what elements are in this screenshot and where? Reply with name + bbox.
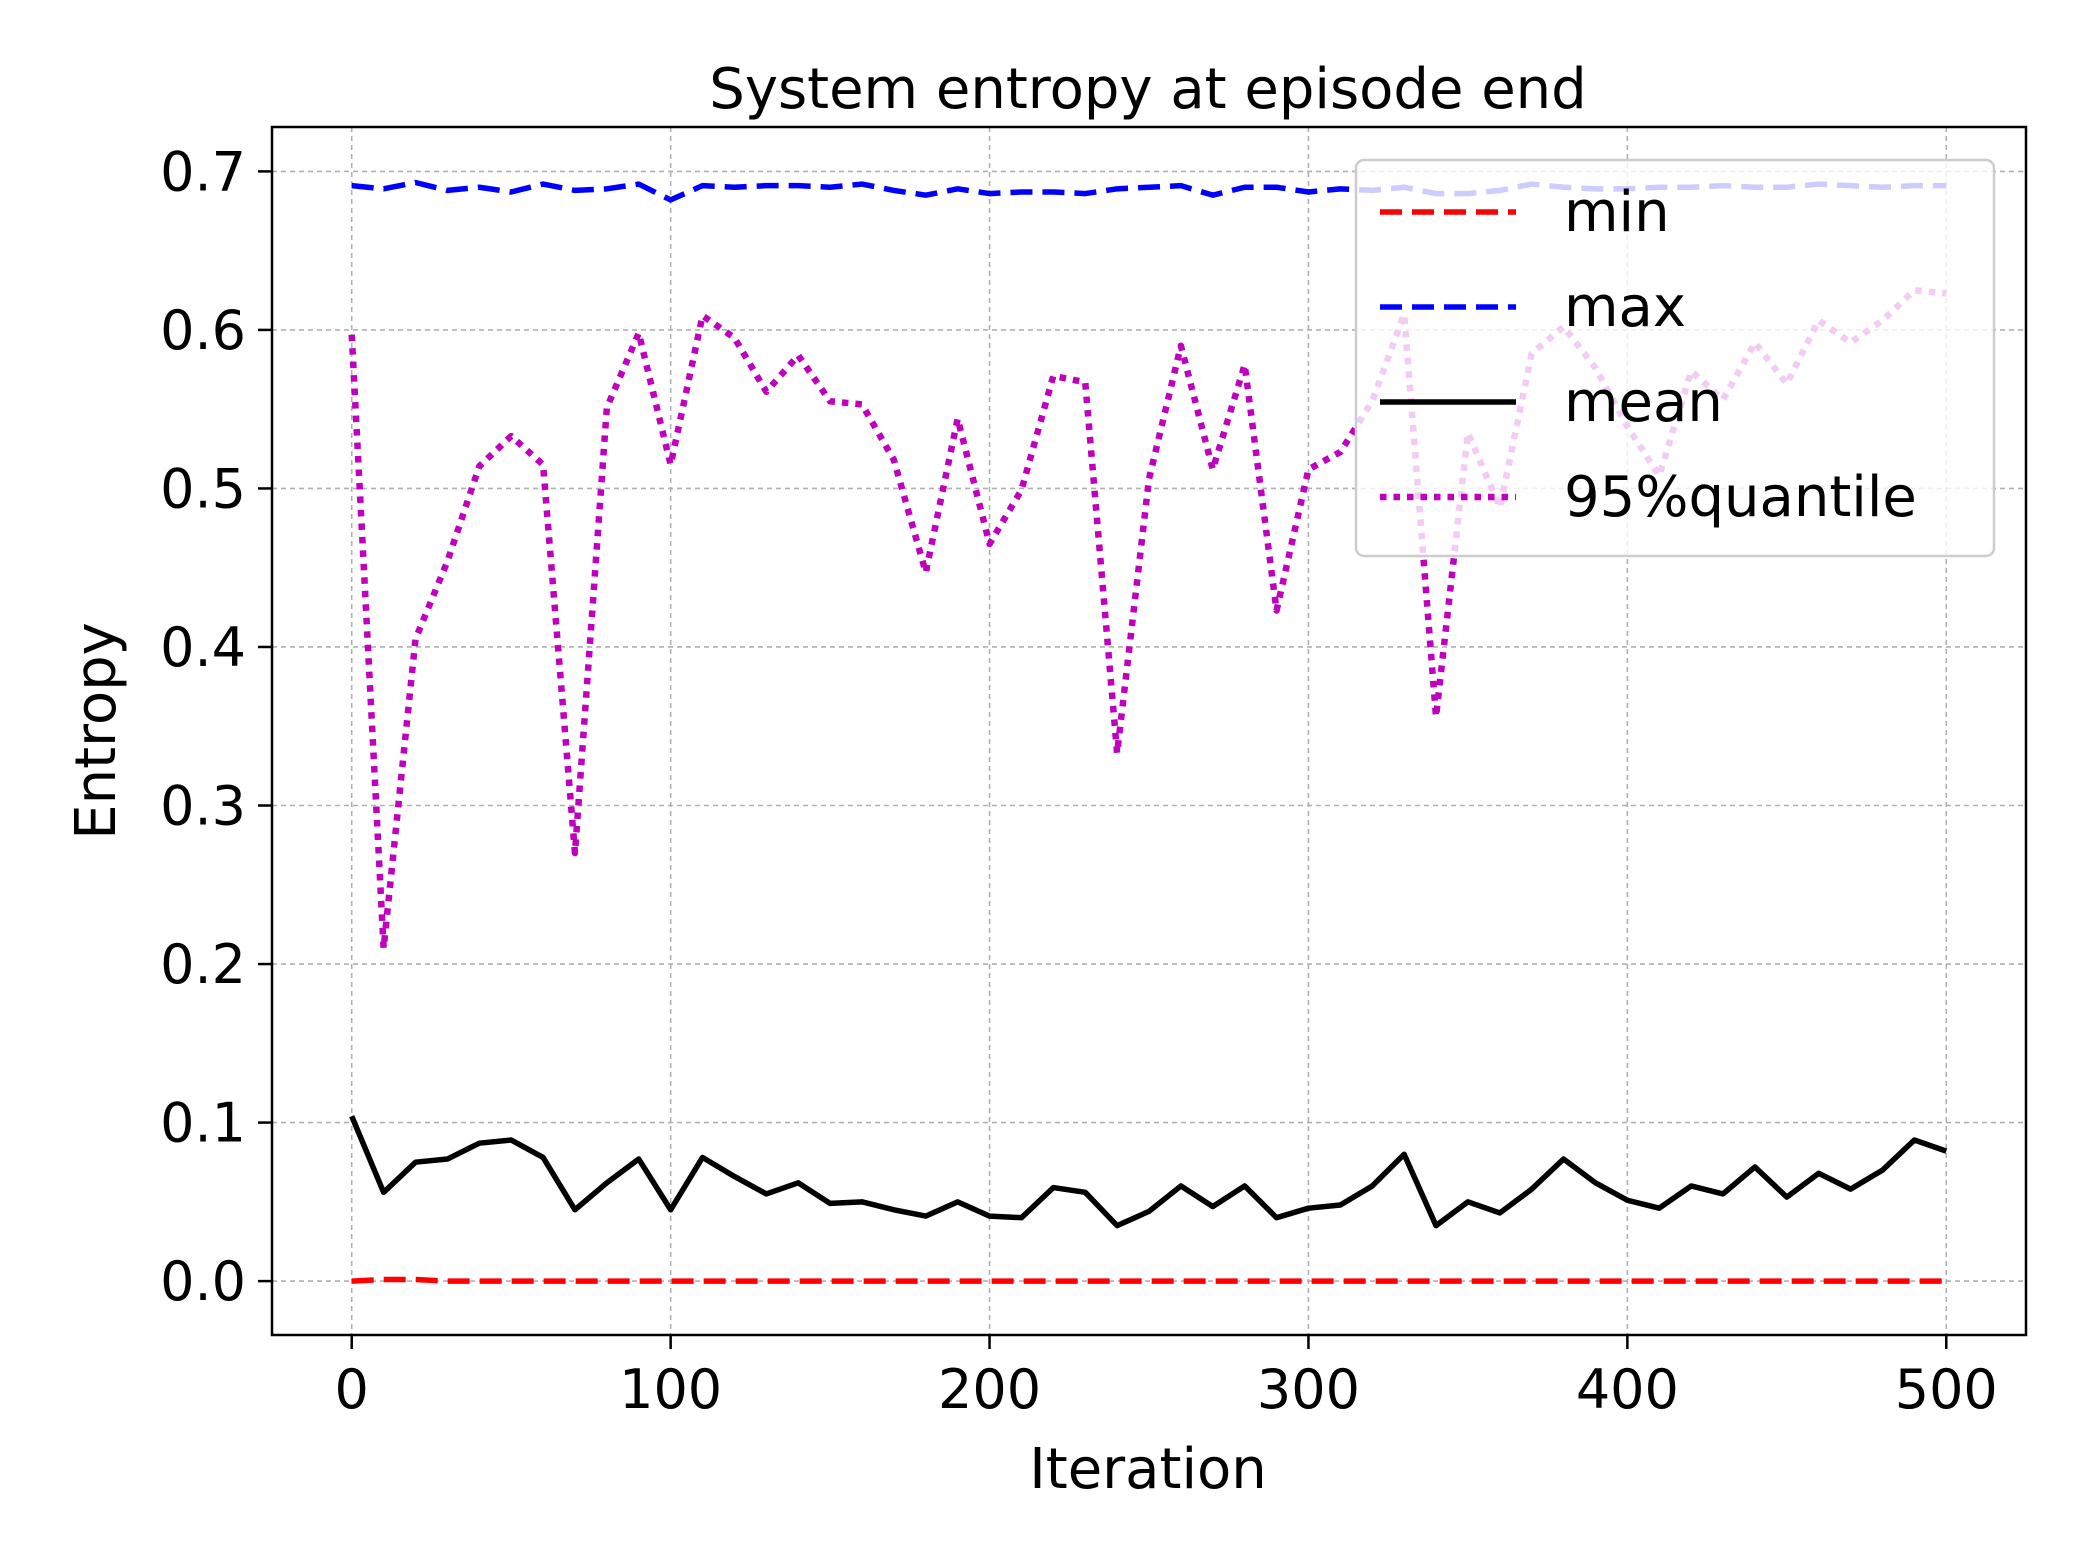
- x-tick-label: 100: [619, 1358, 722, 1421]
- y-axis-ticks: 0.0 0.1 0.2 0.3 0.4 0.5 0.6 0.7: [160, 140, 272, 1313]
- chart-title: System entropy at episode end: [709, 57, 1586, 122]
- x-tick-label: 0: [335, 1358, 369, 1421]
- x-tick-label: 400: [1576, 1358, 1679, 1421]
- legend-label: min: [1564, 180, 1670, 245]
- y-tick-label: 0.7: [160, 140, 246, 203]
- legend-label: max: [1564, 275, 1686, 340]
- series-line-mean: [349, 1115, 1948, 1229]
- y-axis-label: Entropy: [64, 622, 129, 840]
- x-axis-label: Iteration: [1029, 1437, 1267, 1502]
- x-tick-label: 200: [938, 1358, 1041, 1421]
- y-tick-label: 0.3: [160, 775, 246, 838]
- legend-frame: [1354, 158, 1996, 558]
- y-tick-label: 0.6: [160, 299, 246, 362]
- y-tick-label: 0.1: [160, 1092, 246, 1155]
- legend: min max mean 95%quantile: [1354, 158, 1996, 558]
- legend-label: 95%quantile: [1564, 465, 1917, 530]
- x-tick-label: 500: [1895, 1358, 1998, 1421]
- y-tick-label: 0.5: [160, 457, 246, 520]
- series-line-min: [351, 1276, 1947, 1284]
- y-tick-label: 0.2: [160, 933, 246, 996]
- x-axis-ticks: 0 100 200 300 400 500: [335, 1335, 1998, 1421]
- y-tick-label: 0.4: [160, 616, 246, 679]
- y-tick-label: 0.0: [160, 1250, 246, 1313]
- x-tick-label: 300: [1257, 1358, 1360, 1421]
- plot-frame: [270, 125, 2028, 1337]
- legend-label: mean: [1564, 370, 1723, 435]
